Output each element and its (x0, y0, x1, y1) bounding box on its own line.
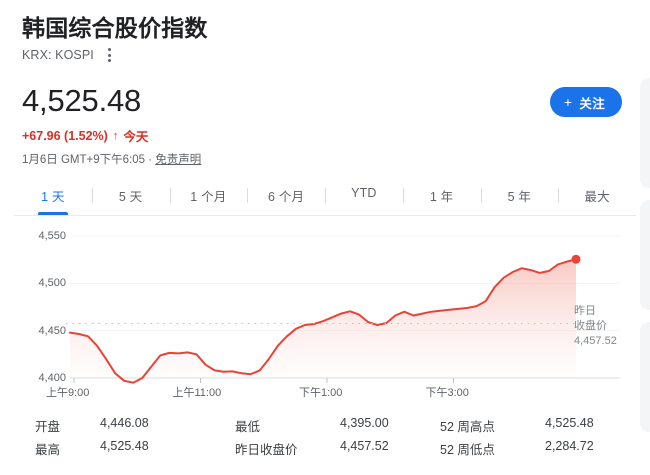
tab-3[interactable]: 6 个月 (247, 184, 325, 215)
timestamp-row: 1月6日 GMT+9下午6:05 · 免责声明 (22, 151, 201, 167)
chart-line (69, 258, 577, 384)
stat-value: 4,446.08 (100, 416, 149, 430)
ticker-row: KRX: KOSPI (22, 47, 208, 63)
previous-close-annotation: 昨日 收盘价 4,457.52 (574, 304, 644, 349)
tab-7[interactable]: 最大 (558, 184, 636, 215)
x-axis-label: 下午1:00 (299, 387, 343, 399)
ticker-symbol: KRX: KOSPI (22, 48, 94, 62)
stat-value: 4,395.00 (340, 416, 389, 430)
plus-icon: + (563, 94, 573, 110)
range-tabs: 1 天 5 天 1 个月 6 个月 YTD 1 年 5 年 最大 (14, 184, 636, 216)
tab-label: 1 天 (41, 190, 65, 204)
last-price-marker (571, 254, 581, 264)
tab-2[interactable]: 1 个月 (169, 184, 248, 215)
prevclose-line2: 收盘价 (574, 320, 607, 332)
quote-timestamp: 1月6日 GMT+9下午6:05 (22, 154, 146, 166)
x-axis-ticks (73, 378, 454, 383)
x-axis-label: 上午9:00 (46, 387, 90, 399)
prevclose-value: 4,457.52 (574, 335, 617, 347)
stat-label: 52 周高点 (440, 420, 495, 434)
x-axis-label: 上午11:00 (172, 387, 222, 399)
tab-label: 5 天 (118, 190, 143, 204)
stat-value: 2,284.72 (545, 439, 594, 453)
current-price: 4,525.48 (22, 83, 142, 118)
tab-label: YTD (351, 186, 377, 200)
tab-divider (247, 188, 249, 203)
stat-label: 52 周低点 (440, 443, 495, 457)
disclaimer-link[interactable]: 免责声明 (155, 154, 202, 166)
tab-divider (325, 188, 326, 203)
tab-divider (91, 188, 93, 203)
change-value: +67.96 (1.52%) (22, 128, 108, 143)
more-vertical-icon[interactable] (103, 47, 117, 63)
tab-divider (480, 188, 482, 203)
table-row: 开盘 4,446.08 最低 4,395.00 52 周高点 4,525.48 (0, 416, 650, 439)
tab-divider (402, 188, 404, 203)
tab-label: 1 个月 (190, 190, 227, 204)
stat-label: 昨日收盘价 (235, 443, 298, 457)
follow-button[interactable]: + 关注 (549, 87, 622, 117)
price-block: 4,525.48 +67.96 (1.52%) ↑ 今天 1月6日 GMT+9下… (22, 82, 201, 167)
stat-label: 最低 (235, 420, 261, 434)
arrow-up-icon: ↑ (112, 129, 119, 142)
y-axis-label: 4,500 (38, 277, 66, 290)
quote-header: 韩国综合股价指数 KRX: KOSPI (22, 14, 208, 63)
tab-6[interactable]: 5 年 (480, 184, 559, 215)
x-axis-label: 下午3:00 (425, 387, 469, 399)
tab-4[interactable]: YTD (325, 184, 403, 215)
timestamp-separator: · (148, 154, 153, 166)
tab-5[interactable]: 1 年 (402, 184, 481, 215)
adjacent-card-peek (640, 78, 650, 188)
tab-divider (558, 188, 560, 203)
prevclose-line1: 昨日 (574, 305, 596, 317)
price-change: +67.96 (1.52%) ↑ 今天 (22, 126, 201, 145)
chart-area-fill (70, 259, 576, 383)
tab-label: 6 个月 (268, 190, 305, 204)
adjacent-card-peek (640, 200, 650, 310)
active-tab-underline (37, 212, 68, 215)
y-axis-labels: 4,550 4,500 4,450 4,400 (22, 222, 66, 400)
tab-0[interactable]: 1 天 (14, 184, 92, 215)
follow-button-label: 关注 (579, 96, 605, 111)
page-title: 韩国综合股价指数 (22, 15, 208, 41)
stat-value: 4,525.48 (100, 439, 149, 453)
tab-1[interactable]: 5 天 (91, 184, 170, 215)
chart-plot (66, 235, 620, 384)
tab-label: 最大 (584, 190, 610, 204)
y-axis-label: 4,550 (38, 230, 66, 242)
stat-value: 4,525.48 (545, 416, 594, 430)
tab-divider (169, 188, 171, 203)
stat-label: 开盘 (35, 420, 61, 434)
tab-label: 5 年 (507, 190, 532, 204)
tab-label: 1 年 (429, 190, 454, 204)
change-period: 今天 (123, 130, 149, 144)
y-axis-label: 4,450 (38, 324, 66, 337)
stat-label: 最高 (35, 443, 61, 457)
table-row: 最高 4,525.48 昨日收盘价 4,457.52 52 周低点 2,284.72 (0, 439, 650, 462)
price-chart[interactable]: 4,550 4,500 4,450 4,400 上午9:00 上午11:00 下午1:00… (0, 222, 650, 400)
stat-value: 4,457.52 (340, 439, 389, 453)
adjacent-card-peek (640, 322, 650, 432)
stats-table: 开盘 4,446.08 最低 4,395.00 52 周高点 4,525.48 最高 4,52… (0, 416, 650, 462)
y-axis-label: 4,400 (38, 372, 66, 384)
